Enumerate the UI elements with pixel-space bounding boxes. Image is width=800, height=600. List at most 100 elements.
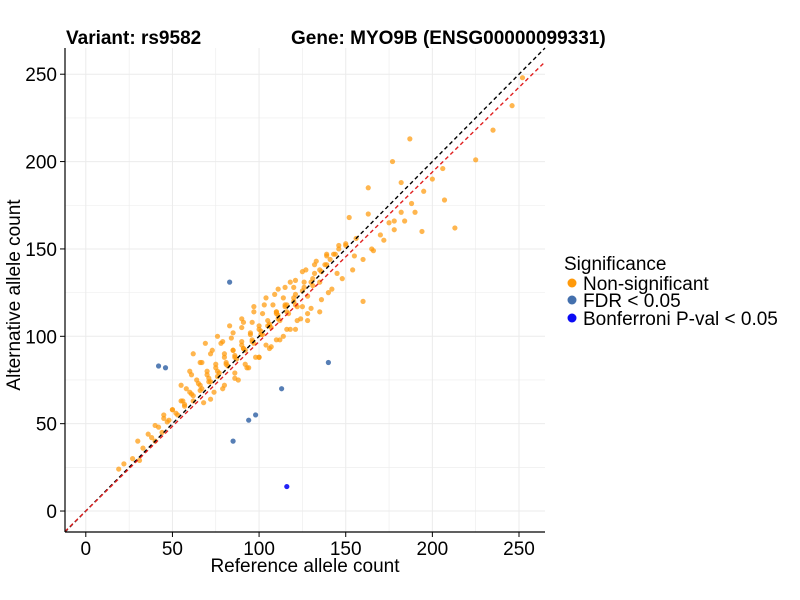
data-point-fdr-0-05 [155, 363, 162, 369]
legend-key-fdr [567, 295, 577, 305]
data-point-non-significant [284, 309, 290, 315]
x-tick-label: 200 [417, 539, 449, 560]
data-point-non-significant [265, 317, 271, 324]
data-point-non-significant [220, 338, 226, 345]
legend-title: Significance [564, 254, 666, 275]
data-point-fdr-0-05 [230, 438, 236, 444]
y-tick-label: 50 [36, 415, 57, 436]
data-point-non-significant [270, 302, 276, 308]
data-point-non-significant [291, 295, 297, 301]
data-point-non-significant [343, 241, 349, 247]
data-point-non-significant [188, 372, 195, 378]
data-point-non-significant [398, 179, 404, 186]
data-point-non-significant [287, 326, 293, 332]
data-point-non-significant [256, 354, 262, 360]
data-point-non-significant [318, 297, 325, 303]
y-tick-label: 200 [25, 153, 57, 174]
data-point-non-significant [149, 435, 155, 441]
data-point-non-significant [421, 188, 427, 194]
data-point-non-significant [292, 277, 299, 283]
data-point-non-significant [161, 415, 167, 422]
legend-label-bonferroni: Bonferroni P-val < 0.05 [583, 309, 778, 330]
data-point-non-significant [169, 407, 176, 413]
x-tick-label: 100 [243, 539, 275, 560]
data-point-non-significant [440, 165, 446, 172]
data-point-non-significant [317, 267, 323, 273]
data-point-non-significant [213, 361, 219, 367]
data-point-non-significant [223, 359, 229, 366]
data-point-non-significant [407, 136, 413, 142]
reference-line-fit [64, 61, 546, 532]
data-point-non-significant [129, 456, 136, 462]
data-point-non-significant [211, 389, 217, 395]
data-point-non-significant [346, 214, 352, 221]
data-point-non-significant [214, 368, 221, 374]
legend-label-non-significant: Non-significant [583, 274, 709, 295]
data-point-non-significant [304, 310, 311, 317]
gridlines [65, 48, 545, 532]
data-point-non-significant [291, 284, 297, 290]
data-point-non-significant [227, 323, 233, 329]
data-point-non-significant [173, 410, 179, 416]
data-point-non-significant [298, 316, 304, 322]
data-point-non-significant [188, 391, 195, 397]
data-point-non-significant [429, 176, 435, 182]
y-tick-label: 150 [25, 240, 57, 261]
data-point-non-significant [239, 324, 245, 331]
data-point-non-significant [232, 370, 238, 376]
data-point-non-significant [351, 253, 357, 259]
data-points [116, 75, 526, 490]
data-point-non-significant [391, 218, 397, 224]
data-point-non-significant [272, 291, 278, 297]
data-point-non-significant [256, 323, 262, 329]
data-point-non-significant [389, 158, 396, 165]
data-point-non-significant [152, 422, 158, 429]
data-point-non-significant [230, 347, 236, 353]
data-point-non-significant [365, 185, 371, 191]
data-point-non-significant [240, 319, 247, 325]
data-point-non-significant [261, 302, 267, 308]
data-point-non-significant [239, 338, 245, 345]
data-point-non-significant [207, 396, 214, 402]
data-point-fdr-0-05 [279, 386, 285, 392]
data-point-non-significant [197, 382, 203, 388]
legend-label-fdr: FDR < 0.05 [583, 291, 681, 312]
data-point-non-significant [398, 209, 404, 215]
data-point-non-significant [249, 319, 255, 325]
data-point-non-significant [490, 127, 496, 133]
data-point-non-significant [178, 382, 184, 388]
data-point-non-significant [408, 200, 415, 207]
data-point-non-significant [325, 290, 331, 296]
data-point-fdr-0-05 [253, 412, 259, 418]
variant-title: Variant: rs9582 [66, 28, 201, 49]
data-point-non-significant [287, 279, 293, 285]
reference-line-identity [64, 47, 546, 533]
data-point-non-significant [230, 330, 236, 336]
data-point-non-significant [251, 303, 257, 310]
data-point-non-significant [263, 342, 269, 348]
data-point-non-significant [324, 253, 330, 259]
reference-lines [64, 47, 546, 533]
x-tick-label: 250 [503, 539, 535, 560]
data-point-non-significant [136, 457, 143, 463]
data-point-non-significant [220, 386, 226, 392]
data-point-non-significant [180, 398, 186, 404]
data-point-non-significant [201, 400, 207, 406]
data-point-non-significant [259, 310, 266, 317]
data-point-non-significant [339, 276, 345, 282]
data-point-non-significant [282, 302, 288, 308]
data-point-non-significant [140, 445, 146, 451]
data-point-non-significant [332, 251, 338, 257]
data-point-non-significant [280, 333, 286, 339]
data-point-non-significant [116, 466, 122, 472]
x-tick-label: 50 [162, 539, 183, 560]
x-tick-label: 150 [330, 539, 362, 560]
data-point-non-significant [304, 317, 311, 324]
data-point-non-significant [350, 267, 356, 273]
data-point-non-significant [280, 295, 286, 301]
data-point-non-significant [247, 330, 254, 336]
data-point-non-significant [473, 157, 479, 163]
data-point-non-significant [135, 438, 141, 444]
data-point-non-significant [313, 258, 319, 264]
